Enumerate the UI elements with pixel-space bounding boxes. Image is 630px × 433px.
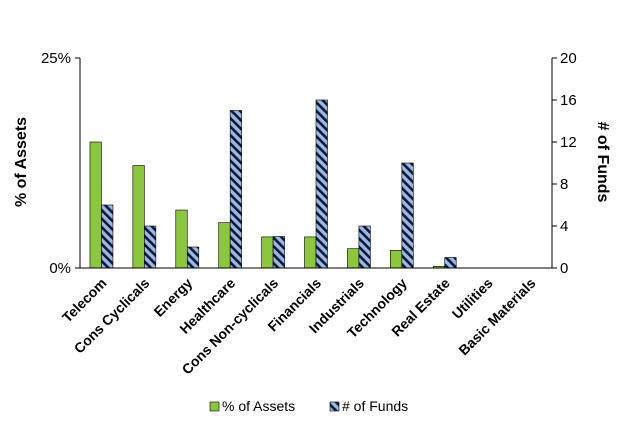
left-axis-title: % of Assets	[13, 117, 30, 207]
bar-funds	[186, 246, 200, 269]
bar-assets	[89, 141, 102, 269]
legend-swatch-funds	[329, 401, 340, 412]
right-axis-title: # of Funds	[594, 122, 611, 203]
right-tick-label: 0	[560, 260, 568, 277]
left-tick-label: 25%	[41, 50, 71, 67]
bar-funds	[272, 236, 285, 269]
bar-funds	[101, 204, 114, 269]
bar-assets	[390, 250, 403, 269]
right-tick-label: 4	[560, 218, 568, 235]
bar-funds	[358, 225, 371, 269]
legend-label-assets: % of Assets	[222, 398, 295, 414]
bar-assets	[304, 236, 317, 269]
legend-label-funds: # of Funds	[342, 398, 408, 414]
bar-funds	[229, 110, 242, 269]
bar-assets	[132, 165, 145, 269]
bar-assets	[261, 236, 274, 269]
bar-funds	[315, 99, 328, 269]
bar-funds	[144, 225, 157, 269]
right-axis-ticks: 0 4 8 12 16 20	[552, 50, 577, 277]
bar-funds	[444, 257, 457, 269]
category-label: Basic Materials	[455, 275, 539, 359]
left-tick-label: 0%	[49, 260, 71, 277]
category-label: Cons Cyclicals	[71, 275, 153, 357]
right-tick-label: 12	[560, 134, 577, 151]
bar-assets	[347, 248, 360, 269]
left-axis-ticks: 0% 25%	[41, 50, 80, 277]
legend-swatch-assets	[209, 401, 220, 412]
right-tick-label: 8	[560, 176, 568, 193]
bars	[89, 99, 457, 269]
bar-assets	[175, 209, 188, 269]
bar-funds	[401, 162, 414, 269]
legend: % of Assets # of Funds	[209, 398, 408, 414]
right-tick-label: 20	[560, 50, 577, 67]
right-tick-label: 16	[560, 92, 577, 109]
bar-assets	[218, 222, 231, 269]
